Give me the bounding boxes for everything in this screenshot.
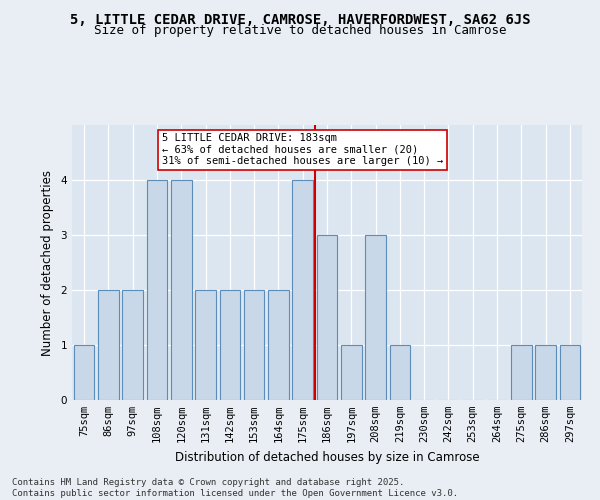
Bar	[292, 180, 313, 400]
Text: Contains HM Land Registry data © Crown copyright and database right 2025.
Contai: Contains HM Land Registry data © Crown c…	[12, 478, 458, 498]
Bar	[365, 235, 386, 400]
Bar	[98, 290, 119, 400]
Bar	[122, 290, 143, 400]
Y-axis label: Number of detached properties: Number of detached properties	[41, 170, 53, 356]
Bar	[511, 345, 532, 400]
Text: 5 LITTLE CEDAR DRIVE: 183sqm
← 63% of detached houses are smaller (20)
31% of se: 5 LITTLE CEDAR DRIVE: 183sqm ← 63% of de…	[162, 133, 443, 166]
Bar	[268, 290, 289, 400]
Bar	[195, 290, 216, 400]
Text: 5, LITTLE CEDAR DRIVE, CAMROSE, HAVERFORDWEST, SA62 6JS: 5, LITTLE CEDAR DRIVE, CAMROSE, HAVERFOR…	[70, 12, 530, 26]
Bar	[220, 290, 240, 400]
Bar	[535, 345, 556, 400]
Bar	[560, 345, 580, 400]
Bar	[74, 345, 94, 400]
Bar	[146, 180, 167, 400]
Bar	[171, 180, 191, 400]
Bar	[389, 345, 410, 400]
Bar	[244, 290, 265, 400]
Bar	[341, 345, 362, 400]
X-axis label: Distribution of detached houses by size in Camrose: Distribution of detached houses by size …	[175, 450, 479, 464]
Bar	[317, 235, 337, 400]
Text: Size of property relative to detached houses in Camrose: Size of property relative to detached ho…	[94, 24, 506, 37]
